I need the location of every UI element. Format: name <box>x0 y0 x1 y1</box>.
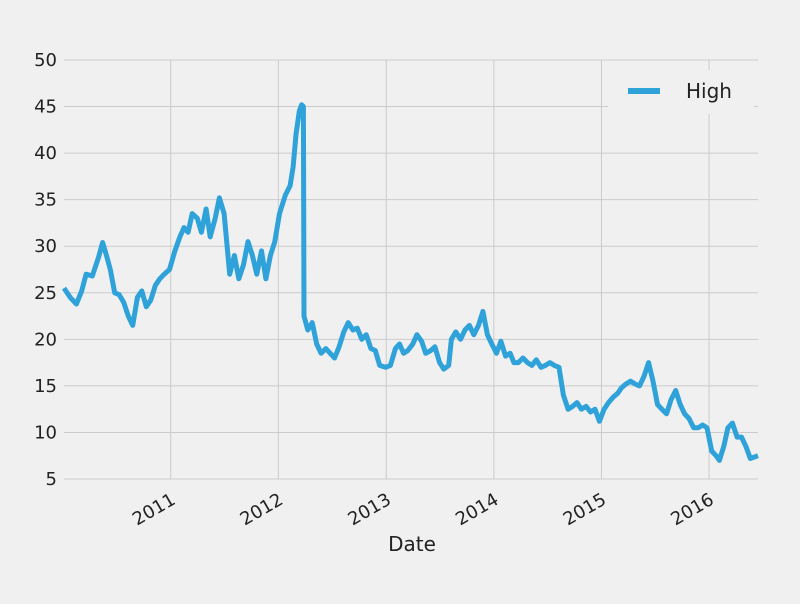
series-layer <box>61 102 759 463</box>
x-tick-label: 2015 <box>560 489 610 530</box>
legend: High <box>608 70 754 114</box>
x-tick-label: 2014 <box>452 489 502 530</box>
y-tick-label: 25 <box>34 283 57 304</box>
y-tick-label: 45 <box>34 97 57 118</box>
y-tick-label: 40 <box>34 143 57 164</box>
y-axis-ticks: 5 10 15 20 25 30 35 40 45 50 <box>34 50 57 490</box>
grid <box>64 59 758 480</box>
x-tick-label: 2016 <box>667 489 717 530</box>
y-tick-label: 15 <box>34 376 57 397</box>
y-tick-label: 50 <box>34 50 57 71</box>
x-axis-title: Date <box>388 532 436 556</box>
y-tick-label: 30 <box>34 236 57 257</box>
y-tick-label: 20 <box>34 329 57 350</box>
y-tick-label: 10 <box>34 422 57 443</box>
legend-label-high: High <box>686 79 732 103</box>
y-tick-label: 5 <box>46 469 57 490</box>
y-tick-label: 35 <box>34 190 57 211</box>
x-tick-label: 2012 <box>237 489 287 530</box>
x-tick-label: 2011 <box>129 489 179 530</box>
series-line-high <box>61 102 759 463</box>
x-tick-label: 2013 <box>345 489 395 530</box>
x-axis-ticks: 2011 2012 2013 2014 2015 2016 <box>129 489 718 530</box>
